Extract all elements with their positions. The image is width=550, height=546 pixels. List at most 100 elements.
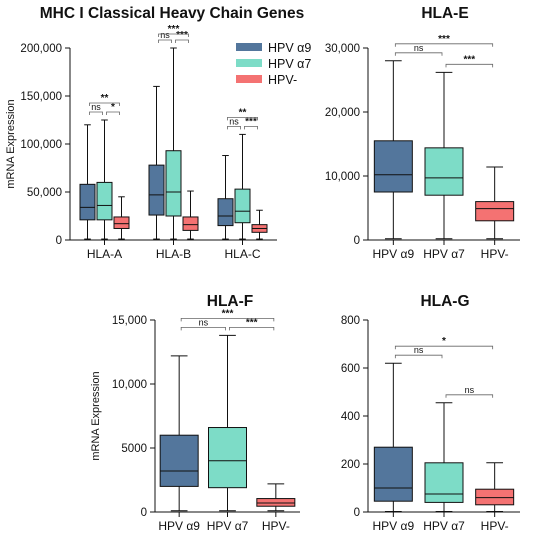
significance-bracket xyxy=(89,102,120,106)
box-hpv-9 xyxy=(79,124,96,240)
box-hpv-9 xyxy=(148,85,165,240)
y-tick-label: 800 xyxy=(341,315,360,327)
significance-label: *** xyxy=(168,24,180,35)
chart-title: HLA-E xyxy=(421,5,468,22)
chart-hla-f: HLA-F 0 5000 10,000 15,000 mRNA Expression HPV… xyxy=(90,293,300,533)
significance-bracket xyxy=(244,126,258,130)
significance-bracket xyxy=(180,317,275,322)
box-hpv-7 xyxy=(96,119,113,240)
significance-label: ns xyxy=(199,317,209,327)
significance-label: *** xyxy=(176,30,188,41)
significance-bracket xyxy=(158,39,172,43)
legend-swatch xyxy=(236,43,262,51)
significance-label: *** xyxy=(245,116,257,127)
significance-label: ns xyxy=(414,345,424,355)
box-iqr xyxy=(79,183,96,221)
chart-title: MHC I Classical Heavy Chain Genes xyxy=(40,5,304,22)
box-iqr xyxy=(148,164,165,216)
box-hpv- xyxy=(113,196,130,240)
y-tick-label: 200 xyxy=(341,459,360,471)
significance-bracket xyxy=(445,63,494,68)
box-hpv-7 xyxy=(165,47,182,240)
significance-label: *** xyxy=(463,54,475,65)
box-hpv- xyxy=(475,166,515,240)
y-axis-label: mRNA Expression xyxy=(5,99,17,188)
box-iqr xyxy=(234,188,251,224)
y-tick-label: 100,000 xyxy=(20,139,62,151)
y-tick-label: 30,000 xyxy=(325,43,360,55)
significance-label: * xyxy=(442,336,446,347)
chart-title: HLA-F xyxy=(207,293,254,310)
box-iqr xyxy=(182,216,199,231)
box-iqr xyxy=(165,150,182,217)
y-tick-label: 5000 xyxy=(121,443,147,455)
chart-mhc-i: MHC I Classical Heavy Chain Genes 0 50,000… xyxy=(5,5,311,261)
box-hpv- xyxy=(251,209,268,240)
y-tick-label: 600 xyxy=(341,363,360,375)
x-tick-label: HPV α7 xyxy=(207,519,249,533)
x-tick-label: HLA-C xyxy=(224,247,260,261)
y-tick-label: 0 xyxy=(354,235,360,247)
x-tick-label: HPV α7 xyxy=(423,519,465,533)
significance-bracket xyxy=(229,326,275,331)
box-iqr xyxy=(208,427,247,489)
box-iqr xyxy=(159,434,199,487)
y-tick-label: 20,000 xyxy=(325,107,360,119)
x-tick-label: HPV- xyxy=(481,247,509,261)
legend-label: HPV α9 xyxy=(268,41,311,55)
box-hpv-9 xyxy=(217,155,234,240)
box-hpv-7 xyxy=(208,334,247,512)
legend-swatch xyxy=(236,59,262,67)
box-hpv-9 xyxy=(373,60,413,240)
y-axis-label: mRNA Expression xyxy=(90,371,102,460)
y-tick-label: 400 xyxy=(341,411,360,423)
y-tick-label: 0 xyxy=(354,507,360,519)
x-tick-label: HPV α7 xyxy=(423,247,465,261)
box-iqr xyxy=(217,198,234,227)
x-tick-label: HPV α9 xyxy=(373,247,415,261)
box-iqr xyxy=(424,462,464,503)
box-hpv-7 xyxy=(424,402,464,513)
box-iqr xyxy=(424,147,464,196)
box-hpv- xyxy=(182,190,199,240)
box-iqr xyxy=(373,140,413,193)
chart-title: HLA-G xyxy=(420,293,469,310)
box-hpv-7 xyxy=(424,71,464,240)
legend: HPV α9 HPV α7 HPV- xyxy=(236,41,311,87)
legend-swatch xyxy=(236,75,262,83)
significance-bracket xyxy=(158,33,189,37)
y-tick-label: 15,000 xyxy=(112,315,147,327)
significance-bracket xyxy=(89,111,103,115)
legend-label: HPV α7 xyxy=(268,57,311,71)
significance-label: ns xyxy=(465,385,475,395)
box-iqr xyxy=(256,498,296,507)
significance-bracket xyxy=(106,111,120,115)
significance-label: ns xyxy=(160,30,170,40)
y-tick-label: 0 xyxy=(56,235,62,247)
box-iqr xyxy=(475,488,515,506)
significance-bracket xyxy=(394,354,443,359)
significance-bracket xyxy=(394,345,494,350)
significance-label: ns xyxy=(91,102,101,112)
significance-label: ** xyxy=(239,107,247,118)
significance-bracket xyxy=(394,43,494,47)
significance-label: *** xyxy=(222,308,234,319)
chart-hla-g: HLA-G 0 200 400 600 800 HPV α9 HPV α7 HPV-ns ns * xyxy=(341,293,520,533)
significance-label: *** xyxy=(246,317,258,328)
y-tick-label: 50,000 xyxy=(27,187,62,199)
box-hpv- xyxy=(256,483,296,512)
x-tick-label: HPV- xyxy=(481,519,509,533)
y-tick-label: 0 xyxy=(141,507,147,519)
x-tick-label: HLA-A xyxy=(87,247,122,261)
significance-bracket xyxy=(445,394,494,398)
significance-label: * xyxy=(111,102,115,113)
y-tick-label: 200,000 xyxy=(20,43,62,55)
box-iqr xyxy=(96,181,113,221)
significance-bracket xyxy=(394,52,443,56)
x-tick-label: HPV α9 xyxy=(373,519,415,533)
significance-bracket xyxy=(180,326,226,331)
y-tick-label: 10,000 xyxy=(112,379,147,391)
box-iqr xyxy=(373,446,413,502)
significance-bracket xyxy=(175,39,189,43)
